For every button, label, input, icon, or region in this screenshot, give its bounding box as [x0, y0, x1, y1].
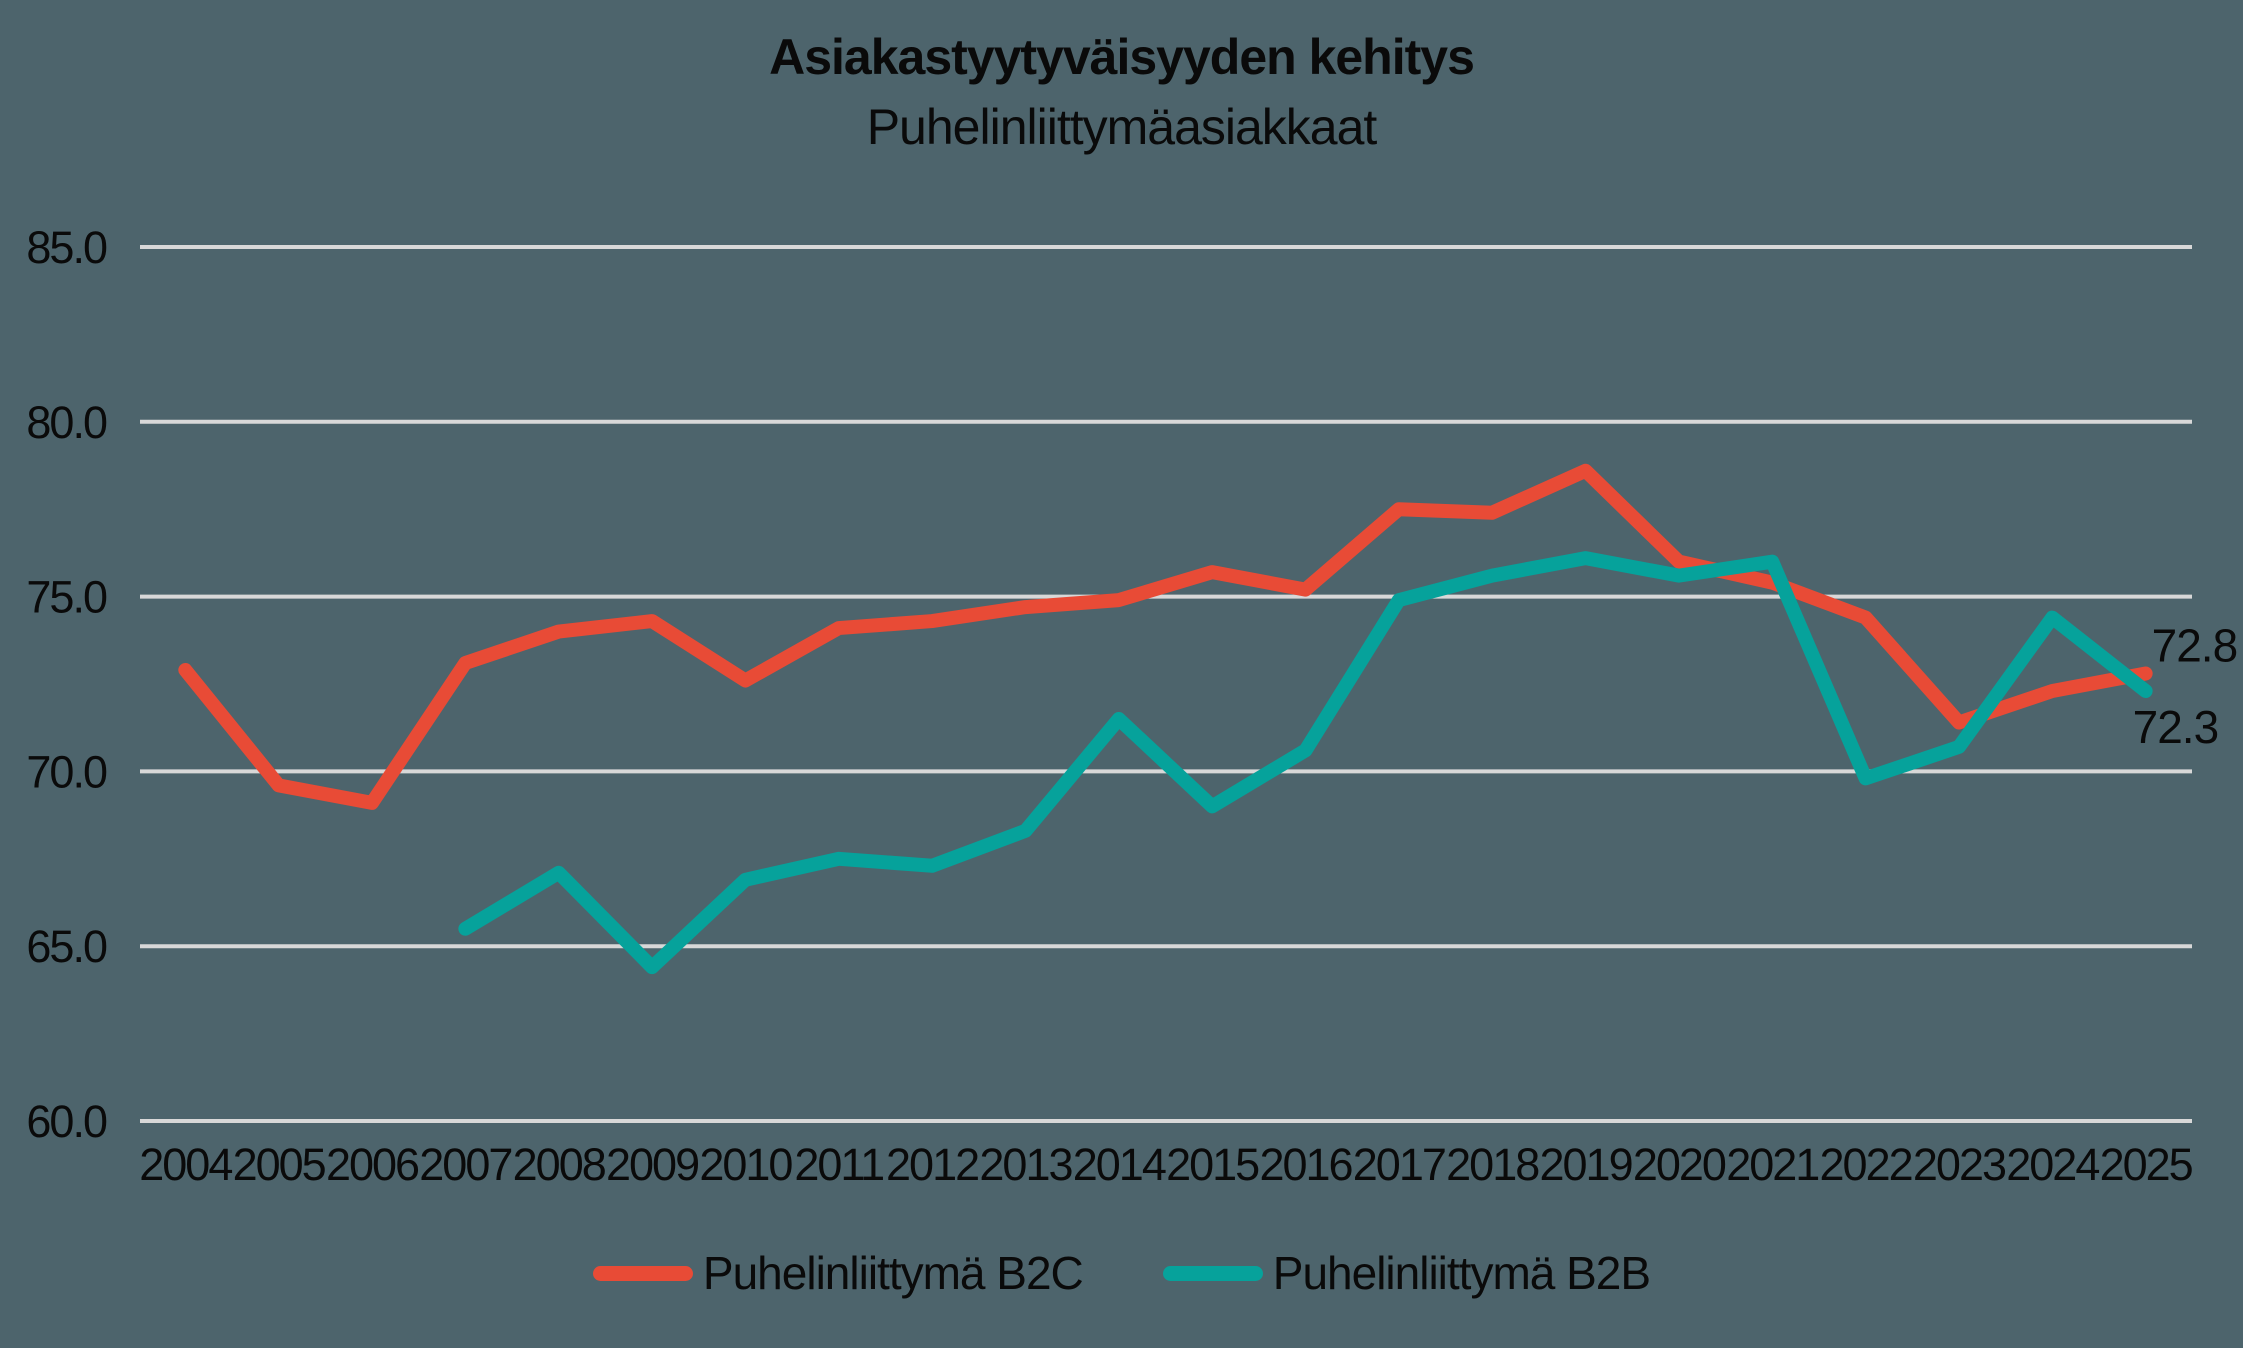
- x-tick-label-2018: 2018: [1446, 1139, 1539, 1190]
- x-tick-label-2022: 2022: [1820, 1139, 1912, 1190]
- x-tick-label-2017: 2017: [1353, 1139, 1445, 1190]
- x-tick-label-2024: 2024: [2006, 1139, 2099, 1190]
- legend: Puhelinliittymä B2C Puhelinliittymä B2B: [0, 1246, 2243, 1300]
- x-tick-label-2009: 2009: [606, 1139, 698, 1190]
- end-label-b2b: 72.3: [2133, 701, 2219, 753]
- y-tick-label-60: 60.0: [26, 1096, 107, 1147]
- x-tick-label-2020: 2020: [1633, 1139, 1726, 1190]
- x-tick-label-2006: 2006: [326, 1139, 419, 1190]
- series-line-b2c: [178, 463, 2153, 810]
- x-tick-label-2008: 2008: [513, 1139, 606, 1190]
- x-tick-label-2011: 2011: [794, 1139, 883, 1190]
- legend-item-b2c: Puhelinliittymä B2C: [592, 1246, 1084, 1300]
- x-tick-label-2010: 2010: [699, 1139, 792, 1190]
- chart-title: Asiakastyytyväisyyden kehitys: [769, 29, 1475, 85]
- x-tick-label-2014: 2014: [1073, 1139, 1166, 1190]
- legend-swatch-b2b-icon: [1162, 1265, 1263, 1281]
- legend-label-b2c: Puhelinliittymä B2C: [702, 1247, 1084, 1299]
- y-tick-label-80: 80.0: [26, 397, 107, 448]
- x-tick-label-2019: 2019: [1539, 1139, 1631, 1190]
- legend-item-b2b: Puhelinliittymä B2B: [1162, 1246, 1651, 1300]
- x-tick-label-2013: 2013: [979, 1139, 1072, 1190]
- end-label-b2c: 72.8: [2152, 620, 2238, 672]
- y-tick-label-70: 70.0: [26, 746, 107, 797]
- x-tick-label-2025: 2025: [2100, 1139, 2193, 1190]
- x-tick-label-2023: 2023: [1913, 1139, 2006, 1190]
- legend-label-b2b: Puhelinliittymä B2B: [1272, 1247, 1651, 1299]
- y-tick-label-85: 85.0: [26, 222, 107, 273]
- series-line-b2b: [458, 551, 2153, 975]
- legend-swatch-b2c-icon: [592, 1265, 693, 1281]
- chart-subtitle: Puhelinliittymäasiakkaat: [866, 99, 1378, 155]
- x-tick-label-2016: 2016: [1259, 1139, 1352, 1190]
- x-tick-label-2015: 2015: [1166, 1139, 1259, 1190]
- y-tick-label-75: 75.0: [26, 572, 107, 623]
- x-tick-label-2007: 2007: [419, 1139, 511, 1190]
- x-tick-label-2004: 2004: [139, 1139, 232, 1190]
- x-tick-label-2012: 2012: [886, 1139, 978, 1190]
- y-tick-label-65: 65.0: [26, 921, 107, 972]
- x-tick-label-2005: 2005: [233, 1139, 326, 1190]
- x-tick-label-2021: 2021: [1726, 1139, 1818, 1190]
